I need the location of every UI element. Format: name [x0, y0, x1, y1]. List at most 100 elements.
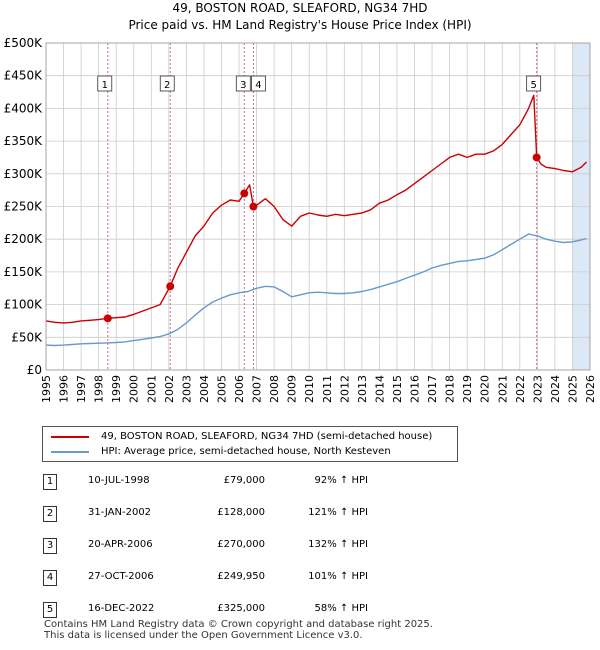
annotation-label: 5	[526, 75, 542, 92]
transaction-number-badge: 2	[43, 506, 57, 522]
hpi-line	[45, 233, 587, 347]
annotation-number: 4	[255, 80, 261, 91]
footer-licence: This data is licensed under the Open Gov…	[44, 630, 363, 641]
annotation-number: 5	[530, 80, 536, 91]
plot-frame	[45, 42, 591, 371]
x-tick-label: 2020	[479, 375, 492, 403]
sale-point	[249, 202, 258, 211]
sale-point	[240, 189, 249, 198]
x-tick-label: 2015	[391, 375, 404, 403]
x-tick-label: 2024	[549, 375, 562, 403]
transaction-price: £325,000	[217, 603, 265, 614]
y-tick-label: £450K	[4, 69, 44, 83]
transaction-price: £128,000	[217, 507, 265, 518]
y-tick-label: £200K	[4, 232, 44, 246]
transaction-number-badge: 5	[43, 602, 57, 618]
x-tick-label: 2022	[514, 375, 527, 403]
transaction-date: 10-JUL-1998	[88, 475, 150, 486]
transaction-date: 27-OCT-2006	[88, 571, 154, 582]
legend-swatch-hpi	[51, 451, 89, 453]
transaction-number-badge: 3	[43, 538, 57, 554]
y-tick-label: £50K	[11, 330, 43, 344]
x-tick-label: 2018	[444, 375, 457, 403]
x-tick-label: 2013	[356, 375, 369, 403]
x-tick-label: 2021	[496, 375, 509, 403]
x-tick-label: 2012	[338, 375, 351, 403]
transaction-price: £270,000	[217, 539, 265, 550]
x-tick-label: 2004	[198, 375, 211, 403]
x-tick-label: 1998	[93, 375, 106, 403]
x-tick-label: 2003	[180, 375, 193, 403]
transaction-number-badge: 4	[43, 570, 57, 586]
x-tick-label: 2025	[566, 375, 579, 403]
y-tick-label: £350K	[4, 134, 44, 148]
table-row: 5 16-DEC-2022 £325,000 58% ↑ HPI	[40, 602, 440, 618]
x-tick-label: 2008	[268, 375, 281, 403]
y-tick-label: £300K	[4, 167, 44, 181]
transaction-price: £249,950	[217, 571, 265, 582]
y-tick-label: £0	[27, 363, 42, 377]
legend-swatch-property	[51, 436, 89, 438]
annotation-label: 1	[97, 75, 113, 92]
x-tick-label: 2014	[373, 375, 386, 403]
annotation-box	[526, 75, 542, 92]
transaction-hpi: 92% ↑ HPI	[314, 475, 368, 486]
footer: Contains HM Land Registry data © Crown c…	[44, 619, 433, 641]
x-tick-label: 2016	[409, 375, 422, 403]
annotation-label: 3	[235, 75, 251, 92]
x-tick-label: 2011	[321, 375, 334, 403]
annotation-label: 4	[251, 75, 266, 92]
annotation-box	[97, 75, 113, 92]
property-price-line	[45, 94, 587, 324]
y-tick-label: £500K	[4, 36, 44, 50]
transaction-date: 20-APR-2006	[88, 539, 153, 550]
table-row: 1 10-JUL-1998 £79,000 92% ↑ HPI	[40, 474, 440, 490]
transaction-date: 31-JAN-2002	[88, 507, 152, 518]
y-tick-label: £150K	[4, 265, 44, 279]
transaction-hpi: 121% ↑ HPI	[308, 507, 368, 518]
x-tick-label: 1997	[75, 375, 88, 403]
transaction-date: 16-DEC-2022	[88, 603, 155, 614]
x-tick-label: 2023	[531, 375, 544, 403]
legend-label-property: 49, BOSTON ROAD, SLEAFORD, NG34 7HD (sem…	[101, 431, 433, 442]
table-row: 4 27-OCT-2006 £249,950 101% ↑ HPI	[40, 570, 440, 586]
annotation-box	[235, 75, 251, 92]
annotation-number: 2	[164, 80, 170, 91]
x-tick-label: 2017	[426, 375, 439, 403]
annotation-number: 1	[102, 80, 108, 91]
x-tick-label: 2006	[233, 375, 246, 403]
chart-title-line1: 49, BOSTON ROAD, SLEAFORD, NG34 7HD	[172, 1, 428, 15]
annotation-label: 2	[159, 75, 175, 92]
x-tick-label: 2005	[215, 375, 228, 403]
legend: 49, BOSTON ROAD, SLEAFORD, NG34 7HD (sem…	[42, 426, 458, 462]
x-tick-label: 2002	[163, 375, 176, 403]
annotation-number: 3	[240, 80, 246, 91]
y-tick-label: £100K	[4, 298, 44, 312]
chart-title-line2: Price paid vs. HM Land Registry's House …	[128, 18, 472, 32]
sale-point	[532, 153, 541, 162]
table-row: 3 20-APR-2006 £270,000 132% ↑ HPI	[40, 538, 440, 554]
x-tick-label: 2009	[286, 375, 299, 403]
x-tick-label: 2010	[303, 375, 316, 403]
transaction-hpi: 58% ↑ HPI	[314, 603, 368, 614]
x-tick-label: 2001	[145, 375, 158, 403]
x-tick-label: 2000	[128, 375, 141, 403]
transaction-hpi: 132% ↑ HPI	[308, 539, 368, 550]
x-tick-label: 1996	[58, 375, 71, 403]
y-tick-label: £250K	[4, 200, 44, 214]
footer-copyright: Contains HM Land Registry data © Crown c…	[44, 619, 433, 630]
transaction-price: £79,000	[223, 475, 265, 486]
x-tick-label: 2019	[461, 375, 474, 403]
y-tick-label: £400K	[4, 101, 44, 115]
annotation-box	[159, 75, 175, 92]
annotation-box	[251, 75, 266, 92]
transaction-number-badge: 1	[43, 474, 57, 490]
chart-title: 49, BOSTON ROAD, SLEAFORD, NG34 7HD Pric…	[0, 0, 600, 34]
x-tick-label: 1999	[110, 375, 123, 403]
x-tick-label: 2007	[251, 375, 264, 403]
transaction-hpi: 101% ↑ HPI	[308, 571, 368, 582]
sale-point	[103, 314, 112, 323]
legend-label-hpi: HPI: Average price, semi-detached house,…	[101, 446, 391, 457]
x-tick-label: 1995	[40, 375, 53, 403]
